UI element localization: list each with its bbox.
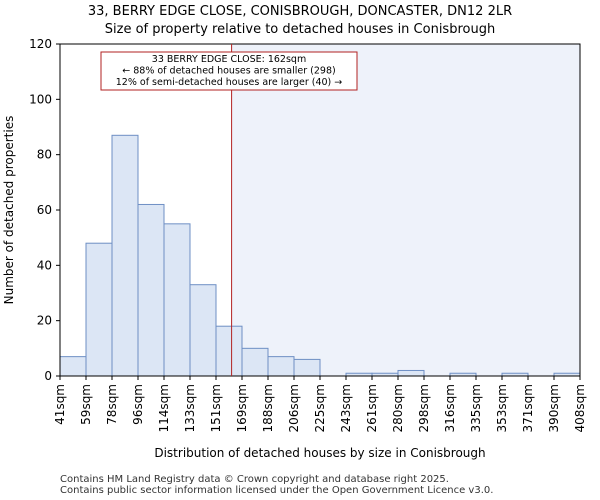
x-tick-label-0: 41sqm (53, 384, 67, 425)
chart-title-line1: 33, BERRY EDGE CLOSE, CONISBROUGH, DONCA… (87, 4, 513, 19)
x-tick-label-12: 261sqm (365, 384, 379, 432)
annotation-box (100, 51, 358, 91)
y-axis-label: Number of detached properties (2, 116, 16, 305)
y-tick-label-120: 120 (29, 37, 52, 51)
x-tick-label-7: 169sqm (235, 384, 249, 432)
x-tick-label-13: 280sqm (391, 384, 405, 432)
chart-title-line2: Size of property relative to detached ho… (104, 22, 496, 37)
x-tick-label-11: 243sqm (339, 384, 353, 432)
annotation-line-3: 12% of semi-detached houses are larger (… (116, 77, 343, 88)
x-tick-label-8: 188sqm (261, 384, 275, 432)
x-tick-label-20: 408sqm (573, 384, 587, 432)
bar-3 (137, 203, 165, 377)
x-tick-label-4: 114sqm (157, 384, 171, 432)
x-tick-label-18: 371sqm (521, 384, 535, 432)
bar-8 (267, 356, 295, 377)
x-tick-label-17: 353sqm (495, 384, 509, 432)
x-tick-label-16: 335sqm (469, 384, 483, 432)
bar-2 (111, 134, 139, 377)
x-tick-label-15: 316sqm (443, 384, 457, 432)
x-tick-label-6: 151sqm (209, 384, 223, 432)
footer-line1: Contains HM Land Registry data © Crown c… (60, 474, 449, 485)
y-tick-label-40: 40 (37, 258, 52, 272)
x-tick-label-19: 390sqm (547, 384, 561, 432)
x-tick-label-10: 225sqm (313, 384, 327, 432)
footer-line2: Contains public sector information licen… (60, 485, 494, 496)
bar-5 (189, 284, 217, 377)
bar-9 (293, 358, 321, 377)
x-tick-label-9: 206sqm (287, 384, 301, 432)
bar-0 (59, 356, 87, 377)
bar-13 (397, 369, 425, 377)
bar-7 (241, 347, 269, 377)
y-tick-label-20: 20 (37, 314, 52, 328)
bar-4 (163, 223, 191, 377)
x-tick-label-14: 298sqm (417, 384, 431, 432)
x-tick-label-2: 78sqm (105, 384, 119, 425)
y-tick-label-80: 80 (37, 148, 52, 162)
y-tick-label-0: 0 (44, 369, 52, 383)
x-tick-label-1: 59sqm (79, 384, 93, 425)
highlight-region (231, 44, 580, 376)
annotation-line-2: ← 88% of detached houses are smaller (29… (122, 66, 335, 77)
bar-6 (215, 325, 243, 377)
annotation-line-1: 33 BERRY EDGE CLOSE: 162sqm (152, 54, 306, 65)
x-axis-label: Distribution of detached houses by size … (154, 446, 485, 460)
x-tick-label-3: 96sqm (131, 384, 145, 425)
x-tick-label-5: 133sqm (183, 384, 197, 432)
y-tick-label-100: 100 (29, 92, 52, 106)
y-tick-label-60: 60 (37, 203, 52, 217)
bar-1 (85, 242, 113, 377)
